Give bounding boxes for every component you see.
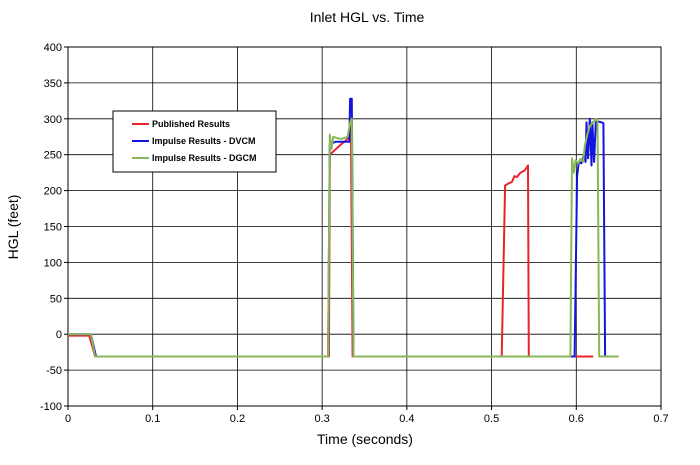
series-layer (68, 97, 619, 358)
y-tick-label: 50 (50, 293, 62, 305)
x-tick-label: 0.7 (653, 413, 668, 425)
chart-title: Inlet HGL vs. Time (310, 9, 425, 25)
series-line-dgcm (68, 117, 619, 358)
x-tick-label: 0.4 (399, 413, 414, 425)
y-tick-label: -50 (46, 365, 62, 377)
y-tick-label: 0 (56, 329, 62, 341)
x-tick-label: 0 (65, 413, 71, 425)
x-tick-label: 0.2 (230, 413, 245, 425)
grid-layer (68, 47, 661, 406)
y-tick-label: 100 (44, 257, 62, 269)
legend-label-dvcm: Impulse Results - DVCM (152, 136, 256, 146)
x-tick-label: 0.6 (569, 413, 584, 425)
y-tick-label: -100 (40, 401, 62, 413)
legend-label-published: Published Results (152, 119, 230, 129)
x-tick-label: 0.5 (484, 413, 499, 425)
y-tick-label: 250 (44, 150, 62, 162)
y-tick-label: 350 (44, 78, 62, 90)
legend-label-dgcm: Impulse Results - DGCM (152, 153, 257, 163)
x-tick-label: 0.3 (314, 413, 329, 425)
x-axis-title: Time (seconds) (317, 431, 413, 447)
x-tick-label: 0.1 (145, 413, 160, 425)
y-tick-label: 400 (44, 42, 62, 54)
y-axis-title: HGL (feet) (5, 195, 21, 260)
tick-labels: -100 -50 0 50 100 150 200 250 300 350 400 0 0.1 0.2 0.… (40, 42, 669, 425)
y-tick-label: 150 (44, 222, 62, 234)
legend: Published Results Impulse Results - DVCM… (112, 110, 277, 173)
y-tick-label: 300 (44, 114, 62, 126)
y-tick-label: 200 (44, 186, 62, 198)
